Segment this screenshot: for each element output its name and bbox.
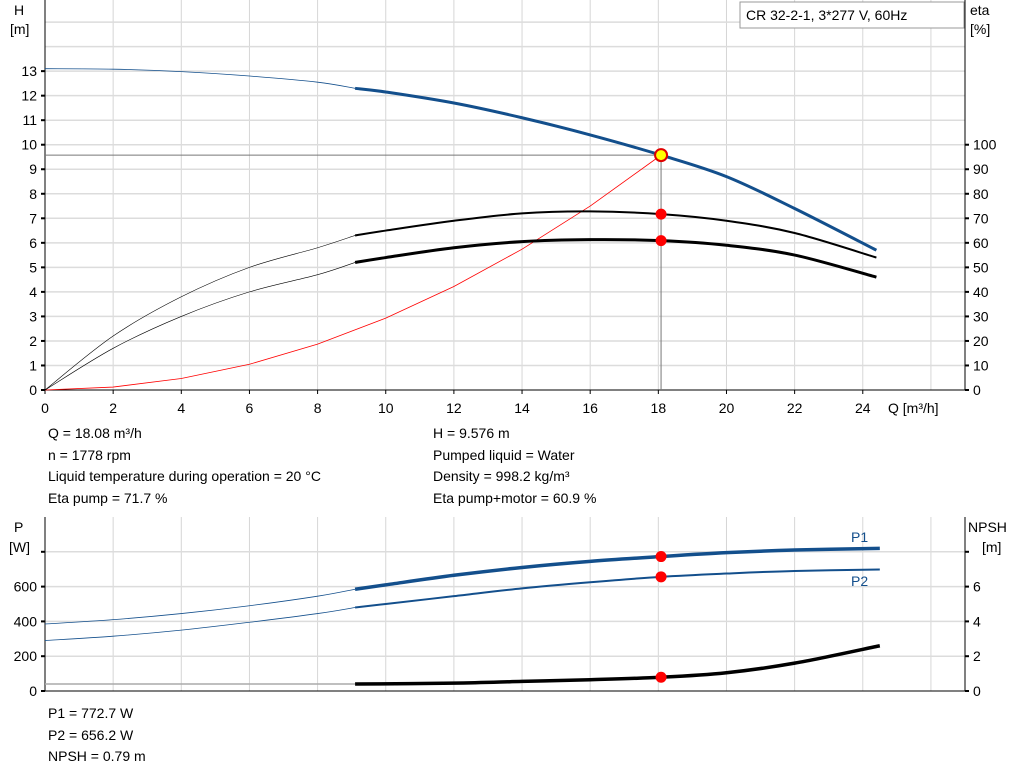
npsh-curve xyxy=(355,644,881,686)
p2-point xyxy=(655,571,667,583)
y-left-tick-label: 1 xyxy=(29,357,37,373)
y-right-tick-label: 0 xyxy=(973,382,981,398)
y-right-tick-label: 80 xyxy=(973,186,989,202)
x-tick-label: 0 xyxy=(41,400,49,416)
head-curve xyxy=(354,86,878,252)
duty-point xyxy=(654,148,669,163)
y-right-tick-label: 40 xyxy=(973,284,989,300)
x-tick-label: 12 xyxy=(446,400,462,416)
x-tick-label: 10 xyxy=(378,400,394,416)
head-curve-extended xyxy=(44,68,356,89)
x-tick-label: 2 xyxy=(109,400,117,416)
eta-pump-point xyxy=(655,208,667,220)
npsh-point xyxy=(655,671,667,683)
x-tick-label: 18 xyxy=(651,400,667,416)
x-tick-label: 14 xyxy=(514,400,530,416)
y-left-tick-label: 12 xyxy=(21,88,37,104)
y-right-tick-label: 6 xyxy=(973,579,981,595)
npsh-axis-unit: [m] xyxy=(982,539,1001,555)
p1-curve xyxy=(354,546,880,591)
h-axis-label: H xyxy=(14,2,24,18)
y-right-tick-label: 0 xyxy=(973,683,981,699)
info-npsh: NPSH = 0.79 m xyxy=(48,748,146,764)
info-p2: P2 = 656.2 W xyxy=(48,726,134,743)
y-right-tick-label: 90 xyxy=(973,161,989,177)
info-temperature: Liquid temperature during operation = 20… xyxy=(48,468,321,484)
x-tick-label: 4 xyxy=(177,400,185,416)
y-left-tick-label: 600 xyxy=(14,579,38,595)
y-right-tick-label: 100 xyxy=(973,137,997,153)
info-left: Q = 18.08 m³/h n = 1778 rpm Liquid tempe… xyxy=(48,423,321,509)
x-tick-label: 24 xyxy=(855,400,871,416)
q-axis-label: Q [m³/h] xyxy=(888,400,939,416)
eta-axis-unit: [%] xyxy=(970,21,990,37)
performance-chart: 0123456789101112130102030405060708090100… xyxy=(21,0,997,416)
eta-pump-curve-extended xyxy=(44,235,356,391)
x-tick-label: 6 xyxy=(246,400,254,416)
info-bottom: P1 = 772.7 W P2 = 656.2 W NPSH = 0.79 m xyxy=(48,703,146,768)
info-h: H = 9.576 m xyxy=(433,425,510,441)
npsh-axis-label: NPSH xyxy=(968,519,1007,535)
info-eta-pump: Eta pump = 71.7 % xyxy=(48,489,168,506)
y-left-tick-label: 3 xyxy=(29,308,37,324)
y-left-tick-label: 0 xyxy=(29,382,37,398)
y-left-tick-label: 8 xyxy=(29,186,37,202)
y-left-tick-label: 9 xyxy=(29,161,37,177)
p1-point xyxy=(655,551,667,563)
legend-box xyxy=(739,1,965,29)
y-left-tick-label: 4 xyxy=(29,284,37,300)
y-right-tick-label: 2 xyxy=(973,648,981,664)
info-q: Q = 18.08 m³/h xyxy=(48,425,142,441)
info-speed: n = 1778 rpm xyxy=(48,446,131,463)
y-right-tick-label: 4 xyxy=(973,613,981,629)
p-axis-label: P xyxy=(14,519,23,535)
y-left-tick-label: 6 xyxy=(29,235,37,251)
p-axis-unit: [W] xyxy=(9,539,30,555)
info-liquid: Pumped liquid = Water xyxy=(433,446,575,463)
info-eta-pump-motor: Eta pump+motor = 60.9 % xyxy=(433,489,597,506)
p2-curve-extended xyxy=(44,607,356,641)
y-left-tick-label: 200 xyxy=(14,648,38,664)
h-axis-unit: [m] xyxy=(10,21,29,37)
p1-label: P1 xyxy=(851,529,868,545)
y-right-tick-label: 60 xyxy=(973,235,989,251)
p2-curve xyxy=(354,568,880,609)
y-left-tick-label: 13 xyxy=(21,63,37,79)
y-left-tick-label: 2 xyxy=(29,333,37,349)
y-left-tick-label: 0 xyxy=(29,683,37,699)
system-curve xyxy=(44,154,662,391)
x-tick-label: 16 xyxy=(582,400,598,416)
eta-pump-curve xyxy=(354,210,877,259)
info-density: Density = 998.2 kg/m³ xyxy=(433,468,570,484)
p2-label: P2 xyxy=(851,573,868,589)
eta-axis-label: eta xyxy=(970,2,990,18)
eta-pump-motor-point xyxy=(655,235,667,247)
y-right-tick-label: 10 xyxy=(973,357,989,373)
x-tick-label: 22 xyxy=(787,400,803,416)
y-right-tick-label: 70 xyxy=(973,210,989,226)
info-right: H = 9.576 m Pumped liquid = Water Densit… xyxy=(433,423,596,509)
y-left-tick-label: 400 xyxy=(14,613,38,629)
y-left-tick-label: 5 xyxy=(29,259,37,275)
p1-curve-extended xyxy=(44,588,356,625)
power-npsh-chart: 0 200 400 600 0 2 4 6 xyxy=(14,517,981,699)
y-left-tick-label: 7 xyxy=(29,210,37,226)
x-tick-label: 20 xyxy=(719,400,735,416)
eta-pump-motor-curve-extended xyxy=(44,262,356,391)
legend-text: CR 32-2-1, 3*277 V, 60Hz xyxy=(746,7,907,23)
y-right-tick-label: 30 xyxy=(973,308,989,324)
x-tick-label: 8 xyxy=(314,400,322,416)
info-p1: P1 = 772.7 W xyxy=(48,705,134,721)
y-left-tick-label: 11 xyxy=(22,112,37,128)
eta-pump-motor-curve xyxy=(354,238,877,279)
y-left-tick-label: 10 xyxy=(21,137,37,153)
y-right-tick-label: 50 xyxy=(973,259,989,275)
y-right-tick-label: 20 xyxy=(973,333,989,349)
